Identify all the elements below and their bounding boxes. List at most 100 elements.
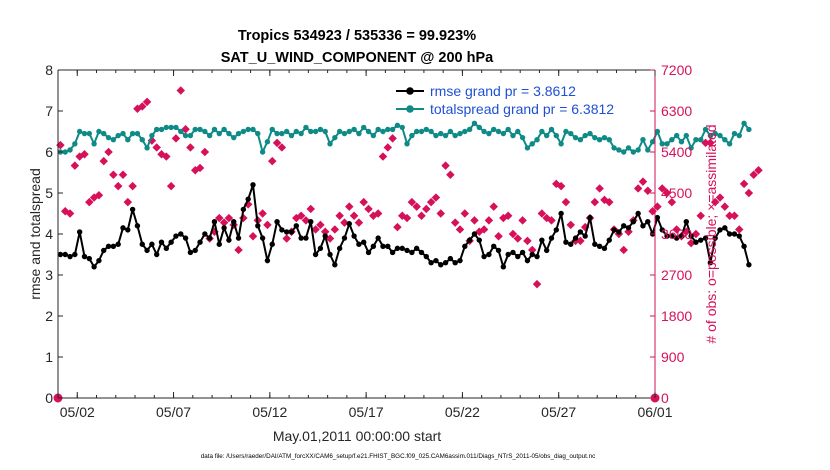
totalspread-point	[356, 130, 362, 137]
totalspread-point	[712, 130, 718, 137]
assimilated-point	[104, 147, 113, 157]
rmse-point	[486, 251, 492, 258]
rmse-point	[606, 237, 612, 243]
totalspread-point	[211, 126, 218, 133]
rmse-point	[274, 219, 280, 225]
rmse-point	[428, 260, 434, 266]
assimilated-point	[200, 147, 210, 157]
left-tick-label: 1	[45, 349, 53, 365]
rmse-point	[336, 245, 343, 252]
assimilated-point	[311, 225, 320, 234]
rmse-point	[125, 227, 131, 233]
rmse-point	[476, 237, 482, 243]
rmse-point	[81, 253, 88, 260]
rmse-point	[216, 241, 222, 247]
rmse-point	[255, 223, 261, 229]
rmse-point	[317, 245, 324, 252]
totalspread-point	[144, 145, 150, 151]
assimilated-point	[422, 204, 431, 214]
totalspread-point	[413, 128, 420, 135]
totalspread-point	[293, 128, 300, 135]
rmse-point	[283, 229, 290, 235]
rmse-point	[524, 257, 531, 264]
rmse-point	[332, 262, 338, 268]
rmse-point	[72, 251, 78, 258]
totalspread-point	[332, 134, 338, 141]
assimilated-point	[484, 216, 494, 225]
rmse-point	[385, 243, 391, 249]
totalspread-point	[539, 128, 545, 135]
rmse-point	[375, 235, 381, 241]
totalspread-point	[226, 130, 232, 137]
totalspread-point	[688, 145, 694, 151]
totalspread-point	[654, 128, 661, 135]
rmse-point	[611, 227, 617, 233]
totalspread-point	[274, 130, 280, 137]
rmse-point	[543, 247, 550, 254]
rmse-point	[673, 235, 680, 241]
rmse-point	[163, 245, 170, 252]
rmse-point	[572, 235, 579, 241]
totalspread-point	[683, 132, 689, 139]
x-tick-label: 05/07	[156, 404, 191, 420]
totalspread-point	[529, 141, 535, 147]
right-tick-label: 5400	[661, 144, 692, 160]
totalspread-point	[182, 132, 189, 139]
totalspread-point	[486, 130, 492, 137]
rmse-point	[365, 249, 372, 256]
totalspread-point	[447, 128, 454, 135]
rmse-point	[96, 257, 102, 264]
rmse-point	[187, 249, 194, 256]
totalspread-point	[76, 128, 83, 135]
totalspread-point	[125, 137, 131, 143]
totalspread-point	[105, 134, 112, 141]
rmse-point	[120, 225, 126, 231]
x-tick-label: 05/12	[252, 404, 287, 420]
y-axis-label-right: # of obs: o=possible; ×=assimilated	[703, 124, 719, 343]
rmse-point	[264, 257, 271, 264]
assimilated-point	[330, 225, 340, 234]
rmse-point	[298, 235, 304, 241]
rmse-point	[308, 219, 314, 225]
rmse-point	[134, 223, 141, 229]
rmse-point	[245, 196, 251, 202]
rmse-point	[587, 214, 593, 221]
totalspread-point	[466, 126, 473, 133]
totalspread-point	[192, 126, 198, 133]
rmse-point	[413, 245, 420, 252]
assimilated-point	[320, 227, 330, 236]
totalspread-point	[134, 130, 141, 137]
rmse-point	[495, 247, 502, 254]
assimilated-point	[412, 202, 421, 211]
rmse-point	[110, 243, 117, 249]
right-tick-label: 2700	[661, 267, 692, 283]
totalspread-point	[726, 141, 733, 147]
legend-spread-label: totalspread grand pr = 6.3812	[430, 101, 614, 117]
totalspread-point	[635, 147, 641, 153]
assimilated-point	[258, 209, 267, 218]
totalspread-point	[178, 128, 184, 135]
legend: rmse grand pr = 3.8612 totalspread grand…	[396, 83, 614, 117]
rmse-point	[288, 229, 295, 235]
assimilated-point	[643, 186, 653, 195]
totalspread-point	[741, 120, 747, 127]
totalspread-point	[495, 128, 502, 135]
assimilated-point	[373, 209, 383, 218]
left-tick-label: 8	[45, 62, 53, 78]
totalspread-point	[370, 132, 377, 139]
assimilated-point	[739, 179, 749, 189]
totalspread-point	[418, 128, 425, 135]
rmse-point	[688, 233, 694, 239]
totalspread-point	[457, 130, 463, 137]
rmse-point	[221, 225, 227, 231]
totalspread-point	[409, 132, 415, 139]
rmse-point	[452, 260, 458, 266]
totalspread-point	[717, 132, 723, 139]
rmse-point	[178, 231, 184, 237]
totalspread-point	[365, 128, 372, 135]
rmse-point	[91, 264, 97, 270]
assimilated-point	[349, 211, 359, 221]
right-tick-label: 1800	[661, 308, 692, 324]
rmse-point	[731, 231, 738, 237]
